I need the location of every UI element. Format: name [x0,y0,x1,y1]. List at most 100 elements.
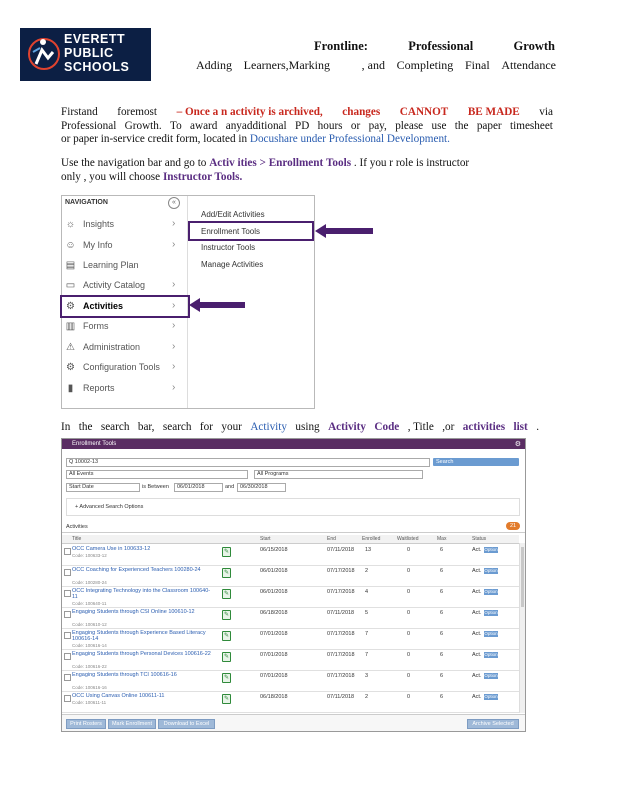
gear-icon[interactable]: ⚙ [514,441,521,448]
table-row[interactable]: OCC Coaching for Experienced Teachers 10… [62,565,519,587]
activity-title-link[interactable]: Engaging Students through TCI 100616-16 [72,672,177,678]
activity-title-link[interactable]: OCC Camera Use in 100633-12 [72,546,151,552]
document-subtitle: Adding Learners,Marking , and Completing… [196,58,556,73]
warning-text: CANNOT [399,106,449,118]
date-to-input[interactable]: 06/30/2018 [237,483,286,492]
edit-icon[interactable]: ✎ [222,589,231,599]
title-word: Growth [513,39,555,53]
activity-title-link[interactable]: Engaging Students through Personal Devic… [72,651,211,657]
activity-title-link[interactable]: Engaging Students through CSI Online 100… [72,609,195,615]
waitlisted-count: 0 [407,610,411,616]
table-row[interactable]: OCC Integrating Technology into the Clas… [62,586,519,608]
collapse-icon[interactable]: « [168,197,180,209]
programs-select[interactable]: All Programs [254,470,423,479]
table-row[interactable]: OCC Using Canvas Online 100611-11 ✎ 06/18/… [62,691,519,713]
edit-icon[interactable]: ✎ [222,568,231,578]
chevron-right-icon: › [172,300,176,311]
option-button[interactable]: Option [484,568,498,574]
submenu-add-edit-activities[interactable]: Add/Edit Activities [201,210,265,219]
col-max[interactable]: Max [437,536,447,542]
chevron-right-icon: › [172,320,176,331]
submenu-manage-activities[interactable]: Manage Activities [201,260,264,269]
row-checkbox[interactable] [64,548,71,555]
activity-title-link[interactable]: OCC Coaching for Experienced Teachers 10… [72,567,201,573]
table-row[interactable]: OCC Camera Use in 100633-12 ✎ 06/15/2018 07… [62,544,519,566]
nav-item-configuration-tools[interactable]: ⚙ Configuration Tools › [62,358,187,378]
nav-item-forms[interactable]: ▥ Forms › [62,317,187,337]
edit-icon[interactable]: ✎ [222,547,231,557]
date-type-select[interactable]: Start Date [66,483,140,492]
row-checkbox[interactable] [64,632,71,639]
option-button[interactable]: Option [484,547,498,553]
max-count: 6 [440,568,444,574]
option-button[interactable]: Option [484,694,498,700]
table-scrollbar[interactable] [519,543,525,713]
archive-selected-button[interactable]: Archive Selected [467,719,519,729]
nav-item-learning-plan[interactable]: ▤ Learning Plan [62,256,187,276]
option-button[interactable]: Option [484,610,498,616]
chevron-right-icon: › [172,239,176,250]
edit-icon[interactable]: ✎ [222,673,231,683]
edit-icon[interactable]: ✎ [222,694,231,704]
edit-icon[interactable]: ✎ [222,631,231,641]
option-button[interactable]: Option [484,673,498,679]
nav-item-administration[interactable]: ⚠ Administration › [62,338,187,358]
table-row[interactable]: Engaging Students through Personal Devic… [62,649,519,671]
row-checkbox[interactable] [64,611,71,618]
print-rosters-button[interactable]: Print Rosters [66,719,106,729]
option-button[interactable]: Option [484,631,498,637]
docushare-link[interactable]: Docushare under Professional Development… [249,133,450,145]
row-checkbox[interactable] [64,590,71,597]
option-button[interactable]: Option [484,652,498,658]
edit-icon[interactable]: ✎ [222,610,231,620]
table-row[interactable]: Engaging Students through TCI 100616-16 ✎… [62,670,519,692]
col-status[interactable]: Status [472,536,487,542]
nav-item-activity-catalog[interactable]: ▭ Activity Catalog › [62,276,187,296]
table-row[interactable]: Engaging Students through CSI Online 100… [62,607,519,629]
text: award [190,119,218,132]
submenu-instructor-tools[interactable]: Instructor Tools [201,243,256,252]
activity-title-link[interactable]: OCC Using Canvas Online 100611-11 [72,693,165,699]
tools-ref: Tools [326,157,352,169]
waitlisted-count: 0 [407,631,411,637]
row-checkbox[interactable] [64,653,71,660]
navigation-paragraph: Use the navigation bar and go to Activ i… [61,157,553,184]
download-excel-button[interactable]: Download to Excel [158,719,215,729]
text: timesheet [510,119,553,132]
edit-icon[interactable]: ✎ [222,652,231,662]
text: , Title [407,421,434,433]
nav-item-label: Reports [83,383,115,393]
col-start[interactable]: Start [260,536,271,542]
events-select[interactable]: All Events [66,470,248,479]
nav-item-label: Activity Catalog [83,280,146,290]
col-enrolled[interactable]: Enrolled [362,536,381,542]
option-button[interactable]: Option [484,589,498,595]
start-date: 07/01/2018 [260,673,288,679]
advanced-search-toggle[interactable]: + Advanced Search Options [66,498,520,516]
row-checkbox[interactable] [64,674,71,681]
chevron-right-icon: › [172,361,176,372]
nav-item-activities[interactable]: ⚙ Activities › [62,297,187,317]
activity-title-link[interactable]: Engaging Students through Experience Bas… [72,630,206,642]
table-row[interactable]: Engaging Students through Experience Bas… [62,628,519,650]
row-checkbox[interactable] [64,695,71,702]
col-end[interactable]: End [327,536,336,542]
row-checkbox[interactable] [64,569,71,576]
nav-item-reports[interactable]: ▮ Reports › [62,379,187,399]
col-title[interactable]: Title [72,536,82,542]
subtitle-word: , and [361,58,385,72]
nav-item-my-info[interactable]: ☺ My Info › [62,236,187,256]
col-waitlisted[interactable]: Waitlisted [397,536,419,542]
mark-enrollment-button[interactable]: Mark Enrollment [108,719,156,729]
text: hours [317,119,343,132]
submenu-enrollment-tools[interactable]: Enrollment Tools [201,227,260,236]
nav-item-label: Insights [83,219,115,229]
instructor-tools-ref: Instructor Tools. [162,170,243,183]
end-date: 07/11/2018 [327,694,355,700]
activity-title-link[interactable]: OCC Integrating Technology into the Clas… [72,588,211,600]
chevron-right-icon: › [172,218,176,229]
date-from-input[interactable]: 06/01/2018 [174,483,223,492]
nav-item-insights[interactable]: ☼ Insights › [62,215,187,235]
search-button[interactable]: Search [433,458,519,466]
search-input[interactable]: Q 10002-13 [66,458,430,467]
